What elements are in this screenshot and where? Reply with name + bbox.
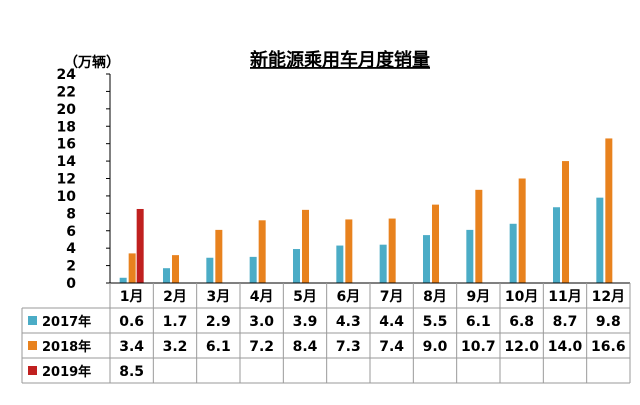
legend-swatch [28, 316, 37, 325]
category-label: 4月 [250, 289, 274, 305]
bar-2017年-10月 [509, 223, 517, 283]
y-tick-label: 18 [57, 119, 76, 135]
table-value: 3.0 [249, 314, 274, 330]
bar-2017年-3月 [206, 257, 214, 283]
table-value: 1.7 [163, 314, 188, 330]
bar-2018年-6月 [345, 219, 353, 283]
bar-2017年-6月 [336, 245, 344, 283]
bar-2018年-3月 [215, 229, 223, 283]
table-value: 3.4 [119, 339, 144, 355]
y-tick-label: 4 [66, 241, 76, 257]
bar-2018年-4月 [258, 220, 266, 283]
y-tick-label: 22 [57, 84, 76, 100]
y-tick-label: 14 [57, 154, 77, 170]
bar-2017年-5月 [293, 249, 300, 283]
y-tick-label: 24 [57, 67, 77, 83]
bar-2017年-12月 [596, 197, 604, 283]
table-value: 8.5 [119, 364, 144, 380]
table-value: 3.9 [293, 314, 318, 330]
table-value: 4.4 [379, 314, 404, 330]
table-value: 6.8 [509, 314, 534, 330]
table-value: 14.0 [548, 339, 583, 355]
category-label: 5月 [293, 289, 317, 305]
bar-2017年-11月 [553, 207, 560, 283]
category-label: 11月 [548, 289, 581, 305]
category-label: 1月 [120, 289, 144, 305]
chart-title: 新能源乘用车月度销量 [250, 49, 430, 71]
table-value: 7.2 [249, 339, 274, 355]
y-axis-unit-label: （万辆） [64, 54, 120, 71]
table-value: 3.2 [163, 339, 188, 355]
bar-2018年-11月 [562, 161, 569, 283]
table-value: 2.9 [206, 314, 231, 330]
bar-2017年-1月 [119, 277, 127, 283]
table-value: 10.7 [461, 339, 496, 355]
table-value: 5.5 [423, 314, 448, 330]
bar-2017年-2月 [163, 268, 170, 283]
bar-2018年-2月 [172, 255, 179, 283]
y-tick-label: 6 [66, 224, 76, 240]
category-label: 8月 [423, 289, 447, 305]
bar-2017年-4月 [249, 256, 257, 283]
y-tick-label: 12 [57, 172, 76, 188]
bar-2018年-7月 [388, 218, 396, 283]
bar-2018年-10月 [518, 178, 526, 283]
bar-2018年-5月 [302, 209, 309, 283]
bar-2017年-7月 [379, 244, 387, 283]
table-value: 16.6 [591, 339, 626, 355]
category-label: 12月 [592, 289, 625, 305]
category-label: 7月 [380, 289, 404, 305]
table-value: 6.1 [206, 339, 231, 355]
bar-2017年-8月 [423, 235, 430, 283]
y-tick-label: 8 [66, 206, 76, 222]
data-table: 1月 2月 3月 4月 5月 6月 7月 8月 9月 10月 11月 12月 2017年 0.6 1.7 2.… [21, 282, 631, 384]
table-value: 8.4 [293, 339, 318, 355]
y-tick-label: 2 [66, 259, 76, 275]
y-tick-label: 0 [66, 276, 76, 292]
table-value: 6.1 [466, 314, 491, 330]
legend-label: 2019年 [42, 364, 91, 380]
table-value: 9.8 [596, 314, 621, 330]
legend-swatch [28, 341, 37, 350]
category-label: 2月 [163, 289, 187, 305]
y-tick-label: 16 [57, 137, 76, 153]
table-value: 7.4 [379, 339, 404, 355]
y-tick-label: 10 [57, 189, 77, 205]
table-value: 9.0 [423, 339, 448, 355]
table-value: 12.0 [504, 339, 539, 355]
bar-2018年-8月 [432, 204, 439, 283]
bar-2017年-9月 [466, 229, 474, 283]
bar-2019年-1月 [136, 208, 144, 283]
category-label: 6月 [336, 289, 360, 305]
bars-area [119, 138, 613, 283]
category-label: 10月 [505, 289, 538, 305]
table-value: 0.6 [119, 314, 144, 330]
bar-2018年-1月 [128, 253, 136, 283]
table-value: 8.7 [553, 314, 578, 330]
category-label: 3月 [206, 289, 230, 305]
legend-label: 2017年 [42, 314, 91, 330]
legend-swatch [28, 366, 37, 375]
legend-label: 2018年 [42, 339, 91, 355]
bar-2018年-12月 [605, 138, 613, 283]
table-value: 7.3 [336, 339, 361, 355]
category-label: 9月 [466, 289, 490, 305]
y-tick-label: 20 [57, 102, 77, 118]
table-value: 4.3 [336, 314, 361, 330]
bar-2018年-9月 [475, 189, 483, 283]
